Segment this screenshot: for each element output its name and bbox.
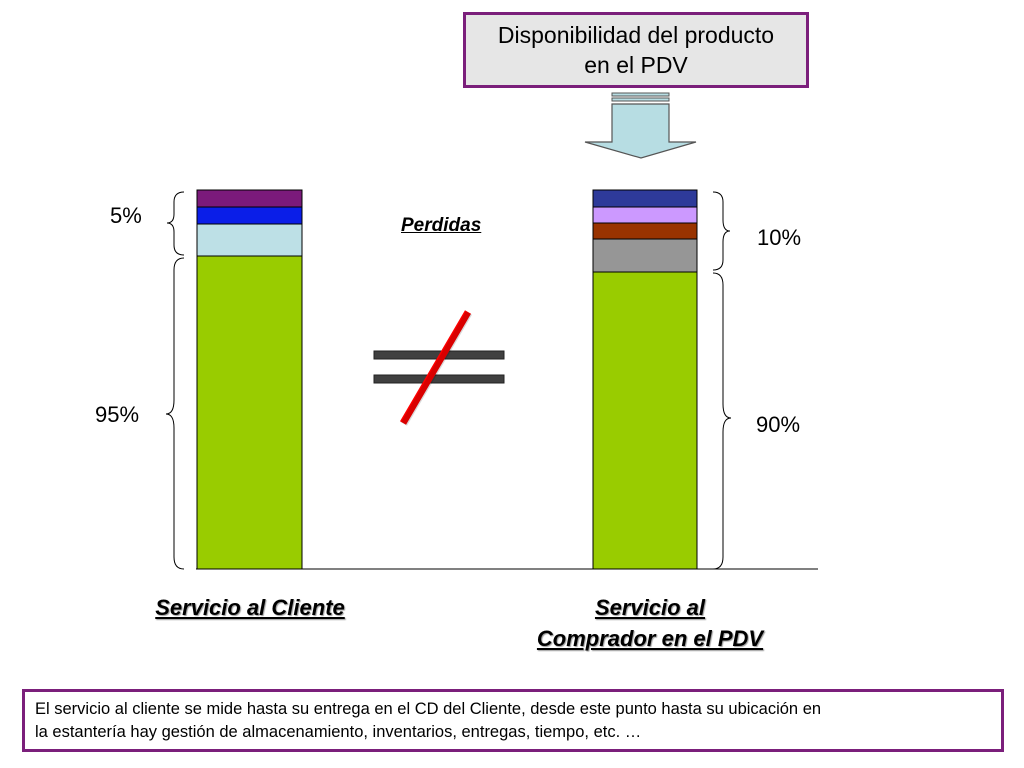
left-brace-top [166, 191, 185, 256]
right-segment-brown [592, 222, 698, 240]
left-top-percent: 5% [110, 203, 142, 228]
right-top-percent: 10% [757, 225, 802, 250]
product-availability-line2: en el PDV [584, 52, 688, 78]
left-bottom-percent: 95% [95, 402, 140, 427]
shopper-service-label-line1: Servicio al [594, 595, 706, 620]
right-bottom-percent: 90% [756, 412, 801, 437]
right-stacked-bar [592, 189, 698, 570]
left-segment-blue [196, 206, 303, 225]
left-brace-bottom [165, 257, 185, 570]
down-arrow [584, 92, 697, 159]
shopper-service-label-line2: Comprador en el PDV [536, 626, 764, 651]
left-segment-green [196, 255, 303, 570]
explanation-note-box: El servicio al cliente se mide hasta su … [22, 689, 1004, 752]
explanation-note-line2: la estantería hay gestión de almacenamie… [35, 723, 642, 741]
left-segment-lightblue [196, 223, 303, 257]
losses-label: Perdidas [401, 215, 482, 236]
right-brace-bottom [712, 272, 732, 570]
right-segment-green [592, 271, 698, 570]
not-equal-sign [373, 310, 505, 426]
right-segment-gray [592, 238, 698, 273]
right-brace-top [712, 191, 731, 271]
left-segment-purple [196, 189, 303, 208]
shopper-service-label: Servicio al Comprador en el PDV [500, 592, 800, 654]
explanation-note-line1: El servicio al cliente se mide hasta su … [35, 700, 822, 718]
product-availability-box: Disponibilidad del producto en el PDV [463, 12, 809, 88]
left-stacked-bar [196, 189, 303, 570]
product-availability-line1: Disponibilidad del producto [497, 22, 775, 48]
customer-service-label: Servicio al Cliente [155, 595, 345, 620]
right-segment-navy [592, 189, 698, 208]
right-segment-lilac [592, 206, 698, 224]
